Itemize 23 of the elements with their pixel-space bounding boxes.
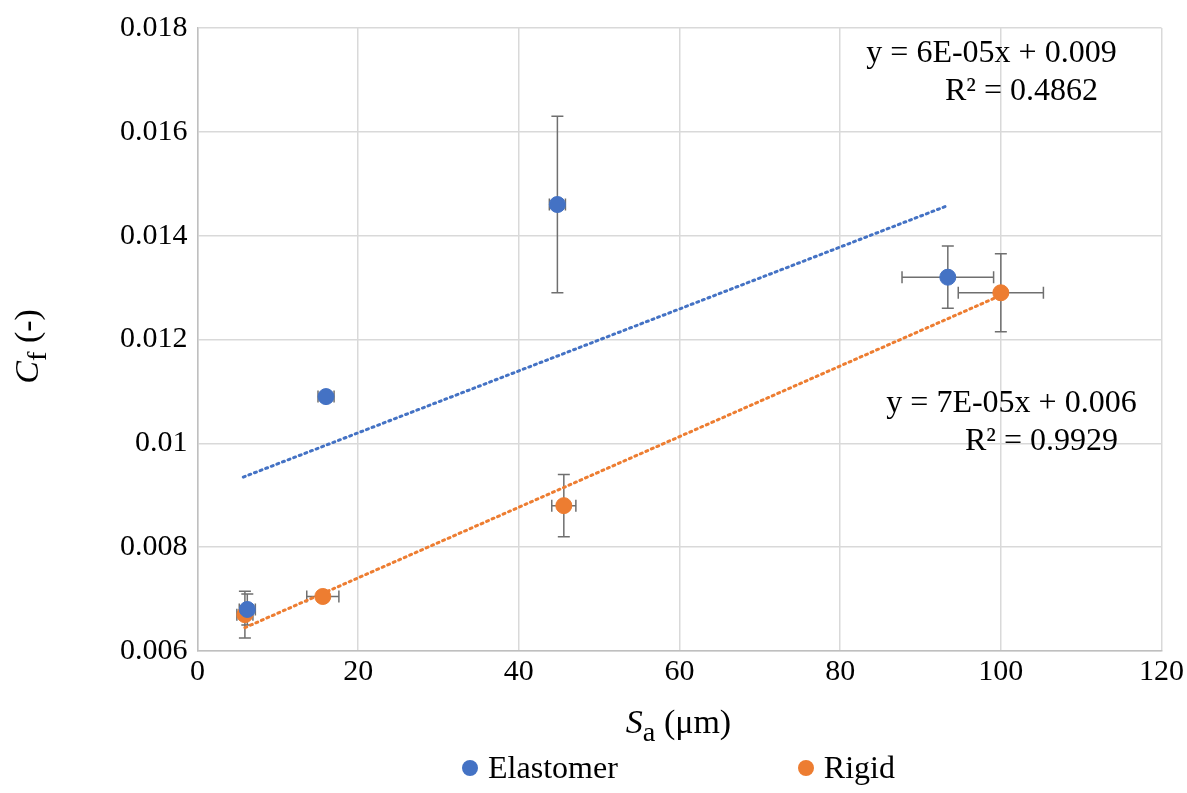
y-tick-label: 0.01 <box>135 424 188 458</box>
x-axis-title: S$_{a}$ (μm) <box>624 703 733 748</box>
x-tick-label: 80 <box>825 652 856 686</box>
legend-label: Rigid <box>823 749 895 786</box>
x-tick-label: 40 <box>503 652 534 686</box>
x-tick-label: 120 <box>1139 652 1184 686</box>
annotation: y = 6E-05x + 0.009 R² = 0.4862 <box>866 33 1117 108</box>
annotation: y = 7E-05x + 0.006 R² = 0.9929 <box>886 383 1137 458</box>
y-tick-label: 0.012 <box>120 320 188 354</box>
x-tick-label: 60 <box>664 652 695 686</box>
x-tick-label: 0 <box>190 652 205 686</box>
y-tick-label: 0.016 <box>120 112 188 146</box>
point <box>992 284 1010 302</box>
point <box>939 268 957 286</box>
x-tick-label: 20 <box>343 652 374 686</box>
point <box>314 587 332 605</box>
point <box>555 497 573 515</box>
legend-label: Elastomer <box>488 749 618 786</box>
y-tick-label: 0.008 <box>120 528 188 562</box>
x-tick-label: 100 <box>978 652 1024 686</box>
y-tick-label: 0.006 <box>120 631 188 665</box>
y-tick-label: 0.014 <box>120 216 188 250</box>
y-tick-label: 0.018 <box>120 8 188 42</box>
